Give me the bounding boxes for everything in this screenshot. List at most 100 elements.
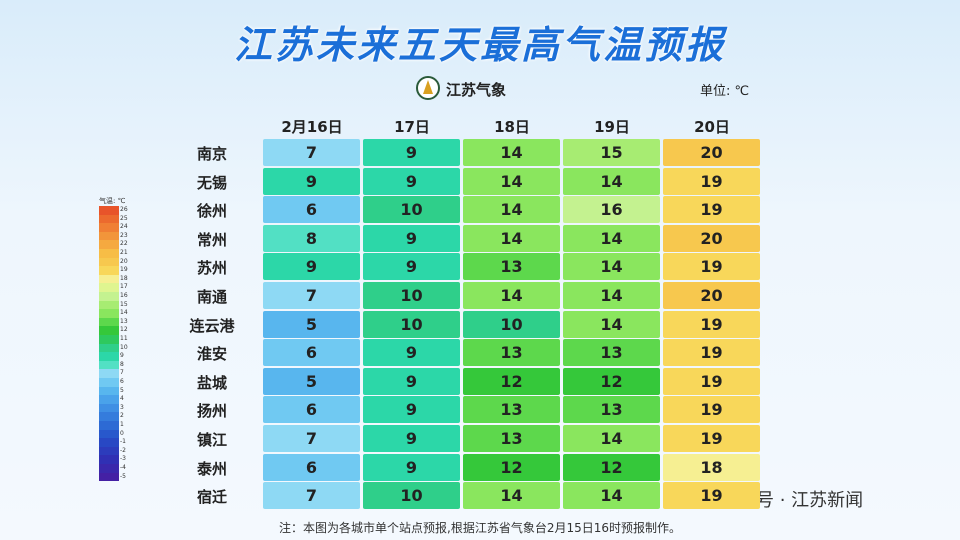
temperature-cell: 14 (563, 167, 660, 195)
temperature-cell: 9 (363, 139, 460, 166)
legend-swatch (99, 412, 119, 421)
row-label: 南京 (196, 145, 227, 163)
legend-tick: 12 (120, 326, 128, 334)
temperature-cell: 14 (563, 310, 660, 338)
temperature-cell: 13 (463, 425, 560, 452)
legend-swatch (99, 283, 119, 292)
temperature-cell: 9 (363, 425, 460, 452)
legend-swatch (99, 257, 119, 267)
column-header: 19日 (594, 118, 630, 136)
legend-tick: 11 (120, 335, 128, 342)
row-label: 南通 (196, 288, 227, 306)
title: 江苏未来五天最高气温预报 (233, 23, 726, 67)
row-label: 连云港 (189, 316, 235, 335)
row-label: 徐州 (196, 202, 227, 221)
legend-tick: 13 (120, 317, 128, 325)
legend-tick: 1 (120, 421, 124, 428)
temperature-cell: 13 (563, 339, 660, 367)
temperature-cell: 8 (263, 224, 360, 252)
temperature-cell: 9 (363, 453, 460, 481)
temperature-cell: 12 (563, 367, 660, 395)
temperature-cell: 9 (363, 224, 460, 252)
legend-tick: 17 (120, 283, 128, 291)
legend-tick: 24 (120, 223, 128, 231)
temperature-cell: 13 (463, 396, 560, 424)
legend-swatch (99, 472, 119, 482)
temperature-cell: 14 (463, 224, 560, 252)
legend-tick: 7 (120, 369, 124, 377)
legend-swatch (99, 395, 119, 404)
temperature-cell: 7 (263, 139, 360, 166)
legend-swatch (99, 292, 119, 301)
legend-tick: -2 (120, 446, 126, 454)
temperature-cell: 16 (563, 196, 660, 224)
legend-swatch (99, 223, 119, 232)
temperature-cell: 14 (463, 167, 560, 195)
legend-swatch (99, 360, 119, 370)
legend-swatch (99, 335, 119, 344)
legend-swatch (99, 266, 119, 275)
temperature-cell: 7 (263, 425, 360, 452)
legend-swatch (99, 403, 119, 413)
legend-tick: 23 (120, 231, 128, 239)
row-label: 镇江 (196, 431, 227, 449)
legend-tick: 2 (120, 412, 124, 420)
temperature-cell: 19 (663, 196, 760, 224)
legend-tick: -5 (120, 472, 126, 480)
legend-tick: 4 (120, 395, 124, 403)
temperature-cell: 5 (263, 310, 360, 338)
temperature-cell: 19 (663, 482, 760, 510)
legend-swatch (99, 214, 119, 224)
legend-tick: 14 (120, 309, 128, 317)
temperature-cell: 7 (263, 282, 360, 309)
legend-swatch (99, 309, 119, 318)
temperature-cell: 10 (363, 482, 460, 510)
temperature-cell: 19 (663, 425, 760, 452)
temperature-cell: 14 (463, 139, 560, 166)
legend-tick: -4 (120, 464, 126, 471)
legend-tick: 20 (120, 257, 128, 265)
legend-swatch (99, 446, 119, 456)
row-label: 苏州 (196, 259, 227, 278)
temperature-cell: 9 (363, 339, 460, 367)
legend-swatch (99, 438, 119, 447)
temperature-cell: 12 (463, 367, 560, 395)
legend-tick: 16 (120, 292, 128, 299)
temperature-cell: 13 (463, 253, 560, 281)
temperature-cell: 9 (363, 367, 460, 395)
legend-swatch (99, 429, 119, 439)
temperature-cell: 15 (563, 139, 660, 166)
row-label: 盐城 (196, 373, 227, 392)
temperature-cell: 10 (363, 196, 460, 224)
legend-swatch (99, 386, 119, 396)
legend-tick: 21 (120, 249, 128, 256)
logo-icon (416, 76, 440, 100)
legend-swatch (99, 206, 119, 215)
temperature-cell: 14 (563, 253, 660, 281)
temperature-cell: 20 (663, 224, 760, 252)
temperature-cell: 14 (563, 425, 660, 452)
legend-swatch (99, 240, 119, 249)
temperature-cell: 6 (263, 396, 360, 424)
temperature-cell: 10 (463, 310, 560, 338)
temperature-cell: 13 (463, 339, 560, 367)
temperature-cell: 20 (663, 282, 760, 309)
temperature-cell: 7 (263, 482, 360, 510)
temperature-cell: 12 (563, 453, 660, 481)
temperature-cell: 18 (663, 453, 760, 481)
temperature-cell: 10 (363, 310, 460, 338)
legend-tick: 26 (120, 206, 128, 213)
legend-tick: 15 (120, 300, 128, 308)
row-label: 无锡 (196, 173, 227, 192)
note: 注：本图为各城市单个站点预报,根据江苏省气象台2月15日16时预报制作。 (279, 521, 681, 535)
legend-tick: 8 (120, 360, 124, 368)
legend-tick: -1 (120, 438, 126, 446)
temperature-cell: 19 (663, 253, 760, 281)
logo-text: 江苏气象 (446, 81, 507, 99)
temperature-cell: 14 (463, 282, 560, 309)
legend-tick: 6 (120, 378, 124, 385)
temperature-cell: 19 (663, 396, 760, 424)
temperature-cell: 19 (663, 339, 760, 367)
legend-tick: 0 (120, 429, 124, 437)
